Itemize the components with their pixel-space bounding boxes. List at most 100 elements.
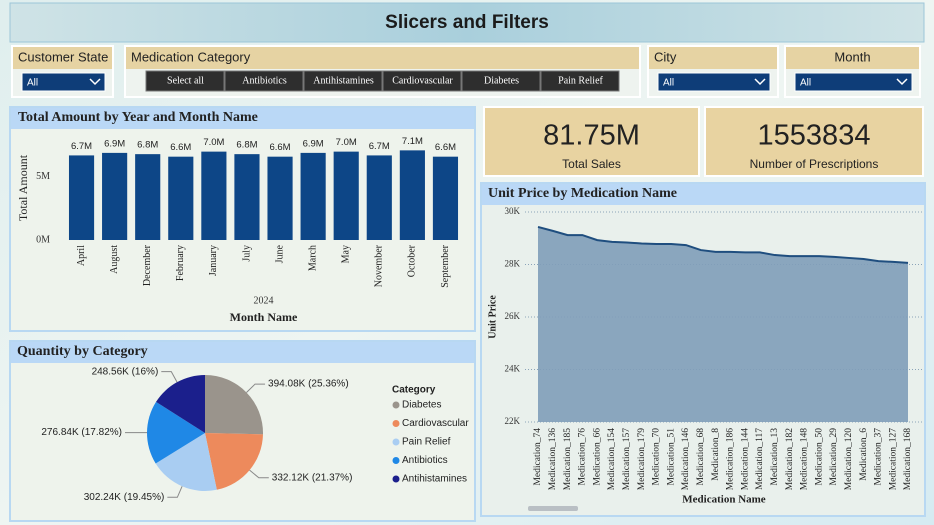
dropdown-arrow — [754, 78, 766, 86]
x-tick-label: Medication_66 — [592, 428, 602, 486]
bar — [68, 155, 95, 240]
filter-button-label[interactable]: Select all — [167, 75, 204, 86]
bar — [300, 152, 326, 240]
x-tick-label: Medication_68 — [696, 428, 706, 486]
filter-button[interactable] — [540, 70, 620, 92]
dropdown-value[interactable]: All — [800, 78, 811, 89]
x-tick-label: February — [175, 245, 186, 281]
leader-line — [161, 371, 178, 383]
legend-marker — [392, 457, 400, 464]
data-label: 7.1M — [402, 136, 423, 147]
x-tick-label: Medication_136 — [548, 428, 558, 491]
slicer-label: Month — [834, 49, 870, 64]
x-tick-label: October — [407, 244, 418, 277]
legend-label: Antihistamines — [402, 474, 467, 485]
kpi-card — [704, 106, 924, 177]
kpi-value: 81.75M — [543, 120, 640, 152]
x-tick-label: May — [341, 245, 352, 263]
legend-label: Pain Relief — [402, 437, 451, 448]
dropdown-value[interactable]: All — [27, 78, 38, 89]
legend-label: Antibiotics — [402, 455, 448, 466]
kpi-label: Total Sales — [562, 157, 621, 171]
pie-slice — [205, 375, 263, 435]
slicer-header — [786, 47, 919, 69]
x-tick-label: June — [274, 244, 285, 263]
legend-marker — [392, 475, 400, 483]
pie-slice — [156, 375, 205, 433]
x-axis-title: Month Name — [230, 310, 298, 324]
data-label: 302.24K (19.45%) — [84, 492, 165, 503]
x-tick-label: Medication_120 — [844, 428, 854, 491]
filter-button-label[interactable]: Pain Relief — [558, 75, 603, 86]
y-tick-label: 22K — [505, 416, 521, 426]
x-tick-label: Medication_144 — [740, 428, 750, 491]
x-tick-label: Medication_50 — [814, 428, 824, 486]
filter-button-label[interactable]: Antibiotics — [242, 75, 287, 86]
dropdown-arrow — [896, 78, 908, 86]
x-tick-label: September — [440, 244, 451, 287]
filter-button[interactable] — [461, 70, 541, 92]
bar — [135, 154, 161, 240]
chart-title: Unit Price by Medication Name — [488, 186, 677, 201]
dropdown-value[interactable]: All — [663, 78, 674, 89]
kpi-value: 1553834 — [758, 120, 871, 152]
filter-button[interactable] — [224, 70, 304, 92]
slicer-label: Medication Category — [131, 49, 251, 64]
x-tick-label: Medication_13 — [770, 428, 780, 486]
leader-line — [246, 383, 266, 393]
data-label: 7.0M — [203, 137, 224, 148]
bar — [366, 155, 392, 240]
legend-title: Category — [392, 385, 436, 396]
filter-button-label[interactable]: Cardiovascular — [392, 75, 453, 86]
chart-title: Quantity by Category — [17, 344, 148, 359]
x-tick-label: Medication_29 — [829, 428, 839, 486]
x-tick-label: Medication_179 — [637, 428, 647, 491]
y-tick-label: 0M — [36, 234, 50, 245]
x-tick-label: Medication_117 — [755, 428, 765, 490]
data-label: 6.9M — [303, 138, 324, 149]
data-label: 7.0M — [336, 137, 357, 148]
data-label: 6.7M — [71, 141, 92, 152]
pie-slice — [155, 433, 217, 491]
scrollbar[interactable] — [528, 506, 578, 511]
filter-button[interactable] — [303, 70, 383, 92]
kpi-label: Number of Prescriptions — [750, 157, 879, 171]
x-tick-label: Medication_37 — [874, 428, 884, 486]
bar — [432, 156, 459, 240]
bar-panel-header — [11, 108, 474, 129]
filter-button[interactable] — [382, 70, 462, 92]
y-axis-title: Unit Price — [487, 295, 498, 339]
pie-slice — [147, 401, 205, 464]
filter-button-label[interactable]: Antihistamines — [313, 75, 374, 86]
x-tick-label: January — [208, 245, 219, 276]
x-tick-label: Medication_146 — [681, 428, 691, 491]
dropdown[interactable] — [21, 72, 106, 92]
x-tick-label: Medication_51 — [666, 428, 676, 486]
bar — [267, 156, 293, 240]
data-label: 6.6M — [435, 142, 456, 153]
page-title: Slicers and Filters — [385, 12, 549, 33]
filter-button-label[interactable]: Diabetes — [484, 75, 519, 86]
y-axis-title: Total Amount — [16, 154, 30, 221]
data-label: 6.8M — [236, 140, 257, 151]
dropdown[interactable] — [657, 72, 771, 92]
y-tick-label: 24K — [505, 364, 521, 374]
area-panel-header — [482, 184, 924, 205]
legend-label: Cardiovascular — [402, 418, 469, 429]
dropdown[interactable] — [794, 72, 913, 92]
x-tick-label: Medication_157 — [622, 428, 632, 491]
data-label: 394.08K (25.36%) — [268, 379, 349, 390]
legend-marker — [392, 438, 400, 446]
filter-button[interactable] — [145, 70, 225, 92]
dropdown-arrow — [89, 78, 101, 86]
x-tick-label: Medication_182 — [785, 428, 795, 491]
data-label: 276.84K (17.82%) — [41, 427, 122, 438]
header-bar — [9, 2, 925, 43]
pie-slice — [205, 433, 263, 490]
x-axis-title: Medication Name — [682, 494, 766, 506]
legend-marker — [392, 401, 400, 409]
pie-panel-header — [11, 342, 474, 363]
data-label: 332.12K (21.37%) — [272, 472, 353, 483]
slicer-label: Customer State — [18, 49, 108, 64]
